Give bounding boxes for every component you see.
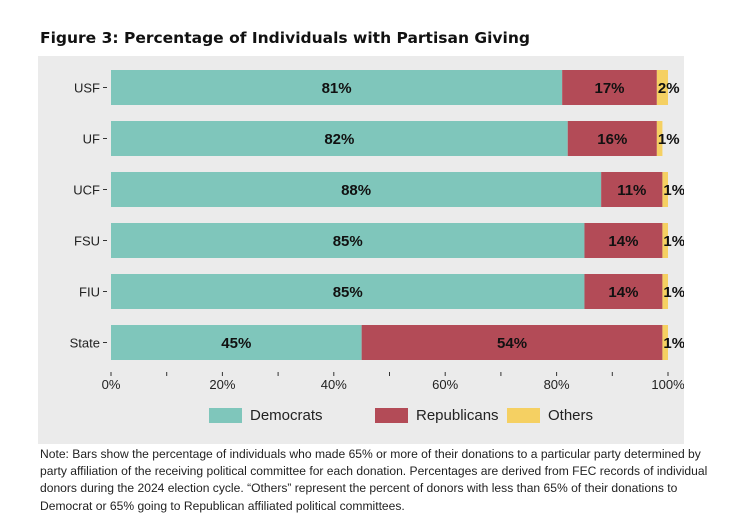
y-tick-label-state: State xyxy=(70,336,100,351)
figure-title: Figure 3: Percentage of Individuals with… xyxy=(40,29,530,47)
data-label-state-republicans: 54% xyxy=(497,335,527,352)
bar-fiu-republicans xyxy=(584,274,663,309)
bar-ucf-others xyxy=(662,172,668,207)
legend-label-democrats: Democrats xyxy=(250,407,323,424)
y-tick-label-fiu: FIU xyxy=(79,285,100,300)
data-label-ucf-democrats: 88% xyxy=(341,182,371,199)
bar-fsu-republicans xyxy=(584,223,663,258)
data-label-uf-others: 1% xyxy=(658,131,680,148)
data-label-usf-democrats: 81% xyxy=(322,80,352,97)
data-label-fiu-others: 1% xyxy=(663,284,684,301)
data-label-ucf-others: 1% xyxy=(663,182,684,199)
bar-usf-others xyxy=(656,70,668,105)
x-tick-label: 60% xyxy=(432,377,458,392)
data-label-usf-others: 2% xyxy=(658,80,680,97)
x-tick-label: 100% xyxy=(651,377,684,392)
bar-ucf-republicans xyxy=(601,172,663,207)
data-label-state-others: 1% xyxy=(663,335,684,352)
data-label-uf-republicans: 16% xyxy=(597,131,627,148)
data-label-state-democrats: 45% xyxy=(221,335,251,352)
data-label-ucf-republicans: 11% xyxy=(617,182,646,199)
data-label-uf-democrats: 82% xyxy=(324,131,354,148)
data-label-fsu-republicans: 14% xyxy=(608,233,638,250)
x-tick-label: 40% xyxy=(321,377,347,392)
figure-note: Note: Bars show the percentage of indivi… xyxy=(40,447,708,513)
bar-fsu-democrats xyxy=(111,223,585,258)
y-tick-label-fsu: FSU xyxy=(74,234,100,249)
data-label-fsu-others: 1% xyxy=(663,233,684,250)
bar-fsu-others xyxy=(662,223,668,258)
bar-uf-republicans xyxy=(567,121,657,156)
data-label-fiu-democrats: 85% xyxy=(333,284,363,301)
x-tick-label: 80% xyxy=(544,377,570,392)
legend-swatch-republicans xyxy=(375,408,408,423)
bar-uf-democrats xyxy=(111,121,568,156)
legend-swatch-others xyxy=(507,408,540,423)
y-tick-label-uf: UF xyxy=(83,132,100,147)
y-tick-label-usf: USF xyxy=(74,81,100,96)
bar-usf-democrats xyxy=(111,70,563,105)
data-label-usf-republicans: 17% xyxy=(594,80,624,97)
bar-ucf-democrats xyxy=(111,172,602,207)
stacked-bar-chart: 81% 17% 2% 82% 16% 1% 88% 11% 1% 85% 14% 1% 85% 14% 1%… xyxy=(38,56,685,444)
bar-usf-republicans xyxy=(562,70,657,105)
bar-state-others xyxy=(662,325,668,360)
legend-label-others: Others xyxy=(548,407,593,424)
y-tick-label-ucf: UCF xyxy=(73,183,100,198)
x-tick-label: 20% xyxy=(209,377,235,392)
bar-uf-others xyxy=(656,121,663,156)
bar-state-democrats xyxy=(111,325,362,360)
bar-state-republicans xyxy=(361,325,663,360)
data-label-fiu-republicans: 14% xyxy=(608,284,638,301)
bar-fiu-others xyxy=(662,274,668,309)
x-tick-label: 0% xyxy=(102,377,121,392)
legend-swatch-democrats xyxy=(209,408,242,423)
legend-label-republicans: Republicans xyxy=(416,407,499,424)
chart-area: 81% 17% 2% 82% 16% 1% 88% 11% 1% 85% 14% 1% 85% 14% 1%… xyxy=(38,56,685,444)
bar-fiu-democrats xyxy=(111,274,585,309)
data-label-fsu-democrats: 85% xyxy=(333,233,363,250)
